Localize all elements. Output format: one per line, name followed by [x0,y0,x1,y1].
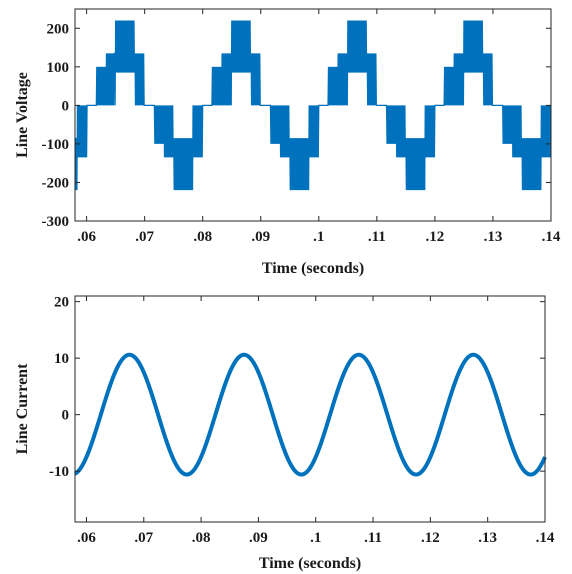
voltage-x-axis-label: Time (seconds) [262,260,364,277]
x-tick-label: .11 [364,530,382,546]
x-tick-label: .14 [536,530,555,546]
voltage-y-axis-label: Line Voltage [14,72,31,158]
y-tick-label: -10 [49,464,69,480]
current-series-line [73,352,547,477]
x-tick-label: .12 [421,530,440,546]
x-tick-label: .14 [542,229,561,245]
y-tick-label: 0 [62,98,70,114]
voltage-chart: -300 -200 -100 0 100 200 .06 .07 .08 .09 .1 .11 .12… [14,8,561,277]
x-tick-label: .13 [484,229,503,245]
y-tick-label: 0 [62,408,70,424]
current-y-ticks: -10 0 10 20 [49,295,545,480]
x-tick-label: .06 [77,530,96,546]
voltage-y-ticks: -300 -200 -100 0 100 200 [42,21,551,230]
current-chart: -10 0 10 20 .06 .07 .08 .09 .1 .11 .12 .13 .14 Time… [14,295,555,572]
voltage-plot-area [75,20,551,191]
y-tick-label: 200 [47,21,70,37]
x-tick-label: .1 [313,229,324,245]
voltage-x-ticks: .06 .07 .08 .09 .1 .11 .12 .13 .14 [77,9,561,245]
current-y-axis-label: Line Current [14,363,31,454]
y-tick-label: 10 [54,351,69,367]
x-tick-label: .11 [368,229,386,245]
voltage-axes-frame [74,8,552,222]
x-tick-label: .08 [192,530,211,546]
x-tick-label: .12 [426,229,445,245]
y-tick-label: -100 [42,137,70,153]
y-tick-label: -300 [42,214,70,230]
current-plot-area [73,352,547,477]
current-axes-frame [74,295,546,523]
x-tick-label: .09 [251,229,270,245]
x-tick-label: .07 [135,229,154,245]
x-tick-label: .06 [77,229,96,245]
y-tick-label: 20 [54,295,69,311]
x-tick-label: .08 [193,229,212,245]
voltage-series-line [75,20,551,191]
current-x-axis-label: Time (seconds) [259,555,361,572]
x-tick-label: .13 [478,530,497,546]
x-tick-label: .09 [249,530,268,546]
x-tick-label: .1 [310,530,321,546]
x-tick-label: .07 [134,530,153,546]
current-x-ticks: .06 .07 .08 .09 .1 .11 .12 .13 .14 [77,296,555,546]
y-tick-label: 100 [47,60,70,76]
y-tick-label: -200 [42,175,70,191]
